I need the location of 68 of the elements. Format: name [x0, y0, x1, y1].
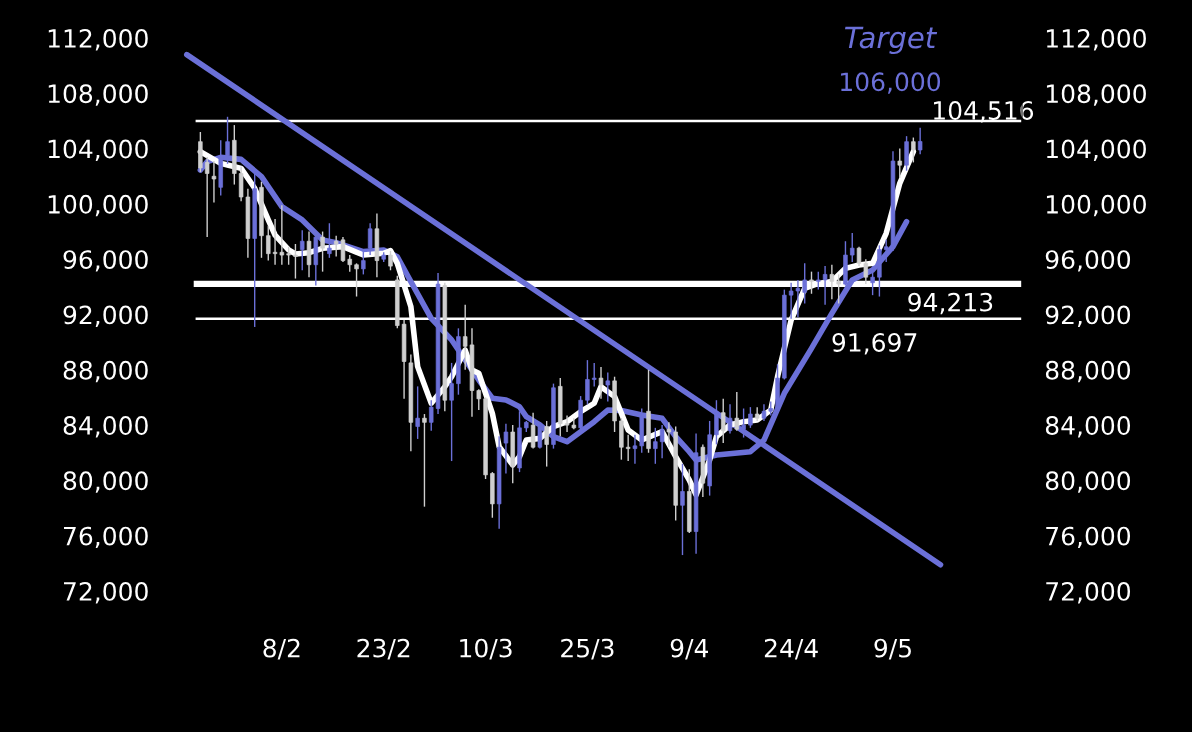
- candlestick: [320, 230, 325, 273]
- y-tick-label: 112,000: [48, 28, 148, 51]
- candlestick: [293, 243, 298, 280]
- candlestick: [748, 406, 753, 429]
- candlestick: [204, 156, 210, 238]
- annotation: 106,000: [841, 72, 941, 94]
- candlestick: [741, 407, 746, 439]
- candlestick: [917, 127, 923, 155]
- x-tick-label: 9/4: [670, 638, 708, 660]
- x-tick-label: 23/2: [357, 638, 410, 660]
- ref-line-label: 94,213: [908, 292, 993, 315]
- x-tick-label: 24/4: [764, 638, 818, 660]
- y2-tick-label: 88,000: [1045, 360, 1131, 383]
- candlestick: [415, 385, 420, 440]
- y2-tick-label: 76,000: [1046, 526, 1131, 549]
- candlestick: [266, 225, 271, 262]
- candlestick: [850, 232, 855, 263]
- candlestick: [300, 229, 305, 271]
- x-tick-label: 8/2: [263, 638, 300, 660]
- annotation: Target: [845, 26, 938, 55]
- candlestick: [829, 264, 835, 300]
- candlestick: [802, 262, 807, 305]
- y-tick-label: 96,000: [63, 250, 148, 272]
- candlestick: [388, 250, 393, 271]
- candlestick: [367, 222, 373, 256]
- candlestick: [734, 391, 740, 432]
- candlestick: [361, 248, 366, 276]
- x-tick-label: 9/5: [874, 638, 911, 660]
- y-tick-label: 104,000: [48, 139, 148, 161]
- candlestick: [306, 230, 312, 278]
- x-tick-label: 10/3: [460, 638, 512, 660]
- y2-tick-label: 100,000: [1046, 194, 1146, 217]
- annotation: 104,516: [934, 101, 1034, 123]
- candlestick: [904, 135, 909, 172]
- candlestick: [727, 403, 733, 435]
- candlestick: [836, 273, 841, 305]
- candlestick: [659, 424, 665, 459]
- candlestick: [897, 147, 902, 179]
- candlestick: [354, 262, 359, 298]
- y2-tick-label: 72,000: [1046, 581, 1131, 604]
- y2-tick-label: 108,000: [1046, 84, 1146, 106]
- y-tick-label: 92,000: [63, 305, 148, 327]
- y-tick-label: 80,000: [63, 471, 148, 493]
- y2-tick-label: 84,000: [1045, 416, 1131, 438]
- candlestick: [822, 265, 828, 306]
- x-tick-label: 25/3: [561, 638, 614, 660]
- y2-tick-label: 92,000: [1045, 305, 1131, 327]
- y-tick-label: 76,000: [64, 526, 148, 549]
- candlestick: [911, 136, 916, 164]
- y-tick-label: 84,000: [63, 416, 148, 438]
- candlestick: [809, 270, 814, 295]
- candlestick: [721, 398, 726, 444]
- y-tick-label: 108,000: [48, 84, 148, 106]
- candlestick: [211, 160, 217, 204]
- y-tick-label: 72,000: [64, 581, 148, 604]
- y-tick-label: 100,000: [48, 194, 148, 217]
- candlestick: [870, 269, 875, 296]
- y2-tick-label: 112,000: [1046, 28, 1146, 51]
- y2-tick-label: 80,000: [1045, 471, 1131, 493]
- y2-tick-label: 96,000: [1045, 250, 1131, 272]
- candlestick: [714, 399, 719, 446]
- candlestick: [653, 427, 658, 465]
- y-tick-label: 88,000: [63, 360, 148, 383]
- y2-tick-label: 104,000: [1046, 139, 1146, 161]
- candlestick: [327, 222, 332, 259]
- candlestick: [666, 421, 672, 448]
- candlestick: [680, 463, 685, 556]
- ref-line-label: 91,697: [832, 333, 917, 355]
